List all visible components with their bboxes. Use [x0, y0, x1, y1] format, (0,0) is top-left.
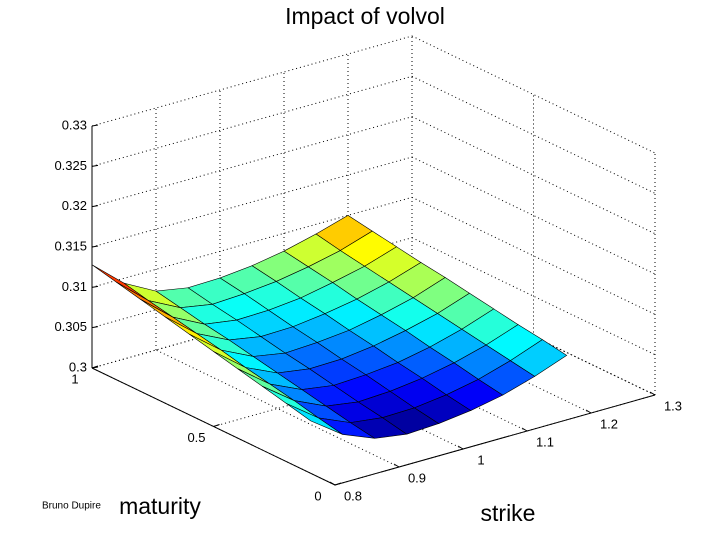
x-tick: [393, 463, 400, 468]
grid-line: [411, 35, 656, 154]
z-tick: [91, 285, 99, 288]
y-tick: [213, 424, 220, 427]
z-tick: [91, 124, 99, 127]
x-tick-label: 0.8: [344, 488, 362, 503]
y-axis-label: maturity: [119, 493, 201, 519]
y-tick-label: 1: [71, 371, 78, 386]
grid-line: [411, 237, 656, 356]
x-tick-label: 0.9: [408, 470, 426, 485]
z-tick-label: 0.33: [62, 117, 87, 132]
x-tick: [649, 391, 656, 396]
grid-line: [411, 116, 656, 235]
z-tick-label: 0.325: [54, 158, 87, 173]
y-tick-label: 0.5: [187, 430, 205, 445]
chart-title: Impact of volvol: [285, 3, 445, 29]
x-tick-label: 1.1: [536, 434, 554, 449]
grid-line: [411, 75, 656, 194]
z-tick: [91, 205, 99, 208]
y-tick: [334, 482, 342, 486]
grid-line: [411, 156, 656, 275]
x-tick-label: 1: [477, 452, 484, 467]
x-axis: [334, 394, 656, 486]
grid-line: [155, 349, 400, 468]
x-tick: [585, 409, 592, 414]
surface-cell: [286, 403, 343, 435]
z-tick-label: 0.31: [62, 279, 87, 294]
z-tick-label: 0.305: [54, 319, 87, 334]
grid-line: [91, 35, 413, 127]
z-tick-label: 0.32: [62, 198, 87, 213]
z-tick: [91, 326, 99, 329]
x-tick-label: 1.3: [664, 398, 682, 413]
y-tick: [91, 365, 99, 369]
grid-line: [91, 116, 413, 208]
z-tick: [91, 245, 99, 248]
surface: [91, 214, 568, 439]
grid-line: [91, 75, 413, 167]
grid-line: [411, 196, 656, 315]
x-tick: [457, 445, 464, 450]
z-tick-label: 0.315: [54, 238, 87, 253]
x-axis-label: strike: [481, 500, 536, 526]
z-tick-label: 0.3: [69, 359, 87, 374]
x-tick: [329, 481, 336, 486]
x-tick-label: 1.2: [600, 416, 618, 431]
z-tick: [91, 164, 99, 167]
y-tick-label: 0: [314, 488, 321, 503]
x-tick: [521, 427, 528, 432]
surface-cell: [91, 264, 149, 301]
footer: Bruno Dupire: [42, 501, 101, 512]
